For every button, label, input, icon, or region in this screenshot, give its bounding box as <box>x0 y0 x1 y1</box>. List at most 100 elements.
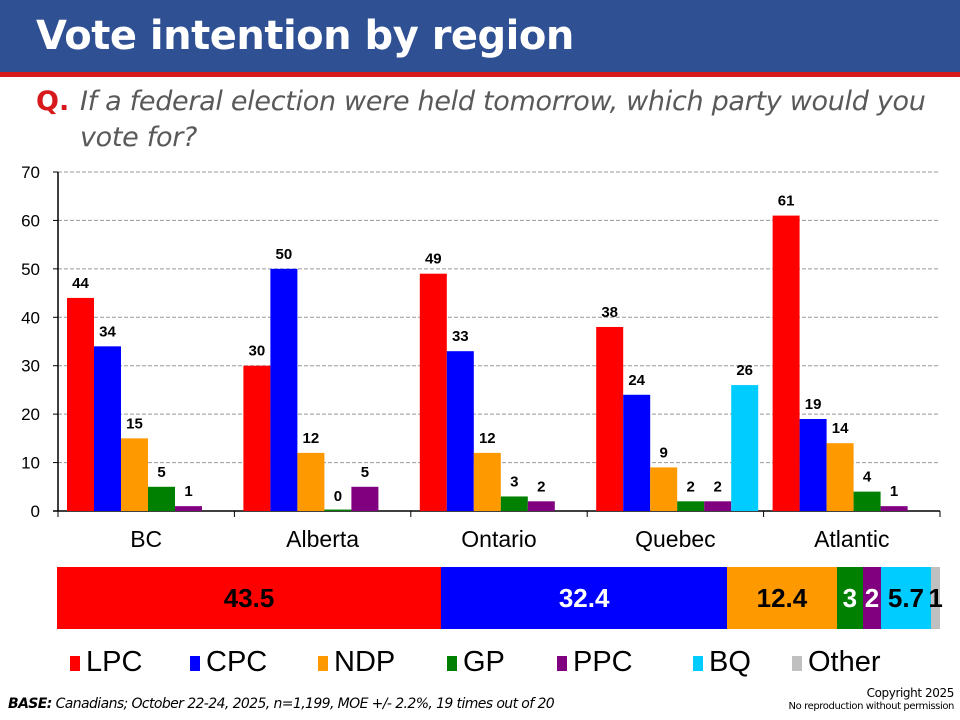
bar-ppc <box>527 501 555 511</box>
data-label: 12 <box>479 430 496 447</box>
data-label: 19 <box>805 396 822 413</box>
legend-label: PPC <box>573 645 633 678</box>
legend-item-cpc: CPC <box>190 642 267 682</box>
data-label: 61 <box>778 193 795 210</box>
bar-ndp <box>826 443 854 511</box>
bar-ndp <box>297 452 325 511</box>
bar-ndp <box>473 452 501 511</box>
legend-label: BQ <box>709 645 751 678</box>
legend-item-lpc: LPC <box>70 642 142 682</box>
data-label: 2 <box>537 478 545 495</box>
data-label: 14 <box>832 420 849 437</box>
data-label: 2 <box>714 478 722 495</box>
data-label: 30 <box>249 343 266 360</box>
segment-label: 3 <box>842 582 858 613</box>
reproduction-notice: No reproduction without permission <box>788 701 955 712</box>
data-label: 34 <box>99 323 116 340</box>
regional-bar-chart: 010203040506070BC44341551Alberta30501205… <box>21 163 941 552</box>
data-label: 3 <box>510 473 518 490</box>
base-note: BASE: Canadians; October 22-24, 2025, n=… <box>8 696 555 712</box>
data-label: 2 <box>687 478 695 495</box>
data-label: 33 <box>452 328 469 345</box>
x-tick-label: Ontario <box>461 526 536 552</box>
data-label: 44 <box>72 275 89 292</box>
data-label: 5 <box>157 464 165 481</box>
bar-cpc <box>270 268 298 511</box>
data-label: 50 <box>276 246 293 263</box>
legend-swatch <box>792 655 802 671</box>
x-tick-label: Alberta <box>286 526 359 552</box>
segment-lpc: 43.5 <box>57 567 442 629</box>
header-bar: Vote intention by region <box>0 0 960 72</box>
x-tick-label: Quebec <box>635 526 716 552</box>
data-label: 0 <box>334 488 342 505</box>
segment-gp: 3 <box>836 567 864 629</box>
legend-swatch <box>693 655 703 671</box>
bar-ndp <box>121 438 148 511</box>
data-label: 38 <box>601 304 618 321</box>
bar-cpc <box>94 346 121 511</box>
data-label: 24 <box>628 372 645 389</box>
legend: LPC CPC NDP GP PPC BQ Other <box>0 642 960 682</box>
bar-lpc <box>67 297 94 511</box>
data-label: 26 <box>736 362 753 379</box>
legend-label: Other <box>808 645 881 678</box>
bar-gp <box>148 486 175 511</box>
segment-label: 5.7 <box>887 582 925 613</box>
bar-ndp <box>650 467 678 511</box>
national-stacked-bar: 43.5 32.4 12.4 3 2 5.7 1 <box>57 567 943 629</box>
y-tick-label: 40 <box>21 308 40 327</box>
bar-gp <box>324 509 352 511</box>
segment-label: 1 <box>928 582 943 613</box>
page-title: Vote intention by region <box>36 13 574 59</box>
y-tick-label: 60 <box>21 211 40 230</box>
bar-ppc <box>175 506 202 511</box>
bar-lpc <box>596 326 624 511</box>
legend-item-ndp: NDP <box>318 642 395 682</box>
bar-lpc <box>419 273 447 511</box>
legend-item-gp: GP <box>447 642 505 682</box>
x-tick-label: Atlantic <box>814 526 889 552</box>
legend-swatch <box>70 655 80 671</box>
question-marker: Q. <box>36 86 70 117</box>
bar-cpc <box>799 418 827 511</box>
y-tick-label: 70 <box>21 163 40 182</box>
bar-ppc <box>704 501 732 511</box>
segment-ppc: 2 <box>863 567 881 629</box>
bar-cpc <box>446 351 474 511</box>
y-tick-label: 30 <box>21 357 40 376</box>
bar-gp <box>677 501 705 511</box>
copyright-block: Copyright 2025 No reproduction without p… <box>788 686 955 714</box>
segment-label: 2 <box>864 582 880 613</box>
bar-gp <box>853 491 881 511</box>
legend-item-bq: BQ <box>693 642 751 682</box>
bar-bq <box>731 385 759 511</box>
legend-item-other: Other <box>792 642 881 682</box>
segment-label: 32.4 <box>558 582 610 613</box>
data-label: 4 <box>863 469 872 486</box>
bar-ppc <box>351 486 379 511</box>
legend-swatch <box>557 655 567 671</box>
segment-label: 43.5 <box>223 582 275 613</box>
y-tick-label: 50 <box>21 260 40 279</box>
legend-swatch <box>190 655 200 671</box>
data-label: 49 <box>425 251 442 268</box>
y-tick-label: 0 <box>31 502 40 521</box>
x-tick-label: BC <box>130 526 162 552</box>
legend-label: NDP <box>334 645 396 678</box>
bar-ppc <box>880 506 908 511</box>
legend-swatch <box>318 655 328 671</box>
bar-gp <box>500 496 528 511</box>
y-tick-label: 10 <box>21 454 40 473</box>
bar-cpc <box>623 394 651 511</box>
legend-label: GP <box>463 645 505 678</box>
data-label: 1 <box>890 483 898 500</box>
segment-other: 1 <box>928 567 943 629</box>
legend-item-ppc: PPC <box>557 642 633 682</box>
data-label: 9 <box>660 444 668 461</box>
legend-swatch <box>447 655 457 671</box>
segment-cpc: 32.4 <box>441 567 728 629</box>
data-label: 5 <box>361 464 369 481</box>
data-label: 12 <box>303 430 320 447</box>
question-text: If a federal election were held tomorrow… <box>80 86 926 153</box>
